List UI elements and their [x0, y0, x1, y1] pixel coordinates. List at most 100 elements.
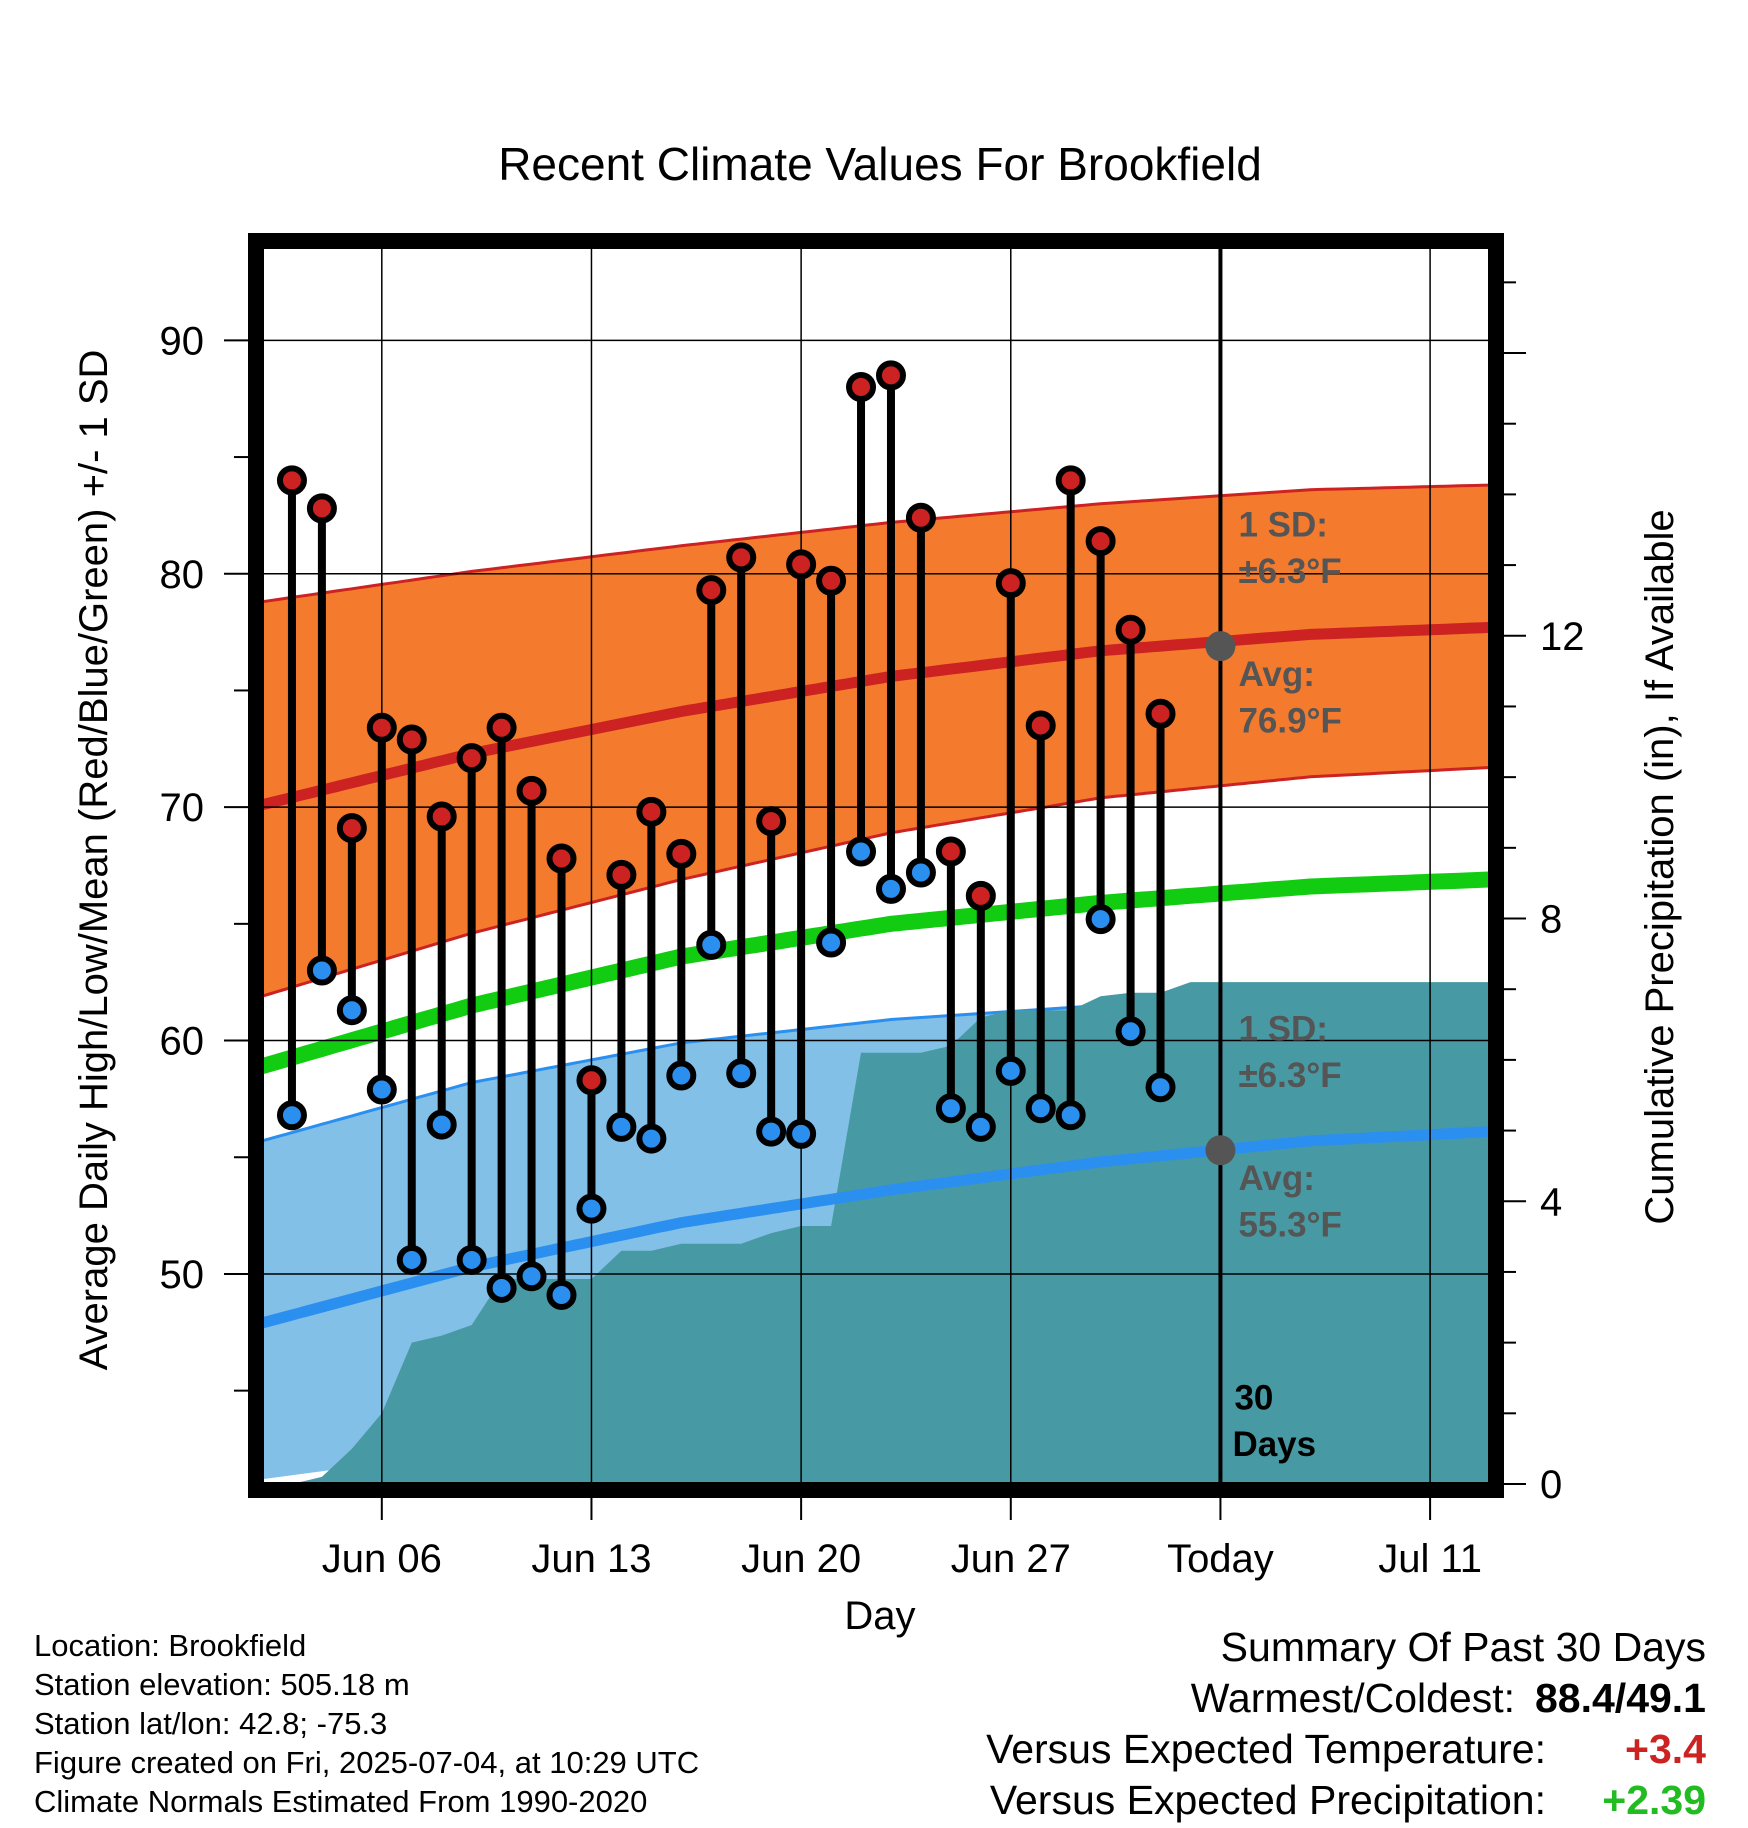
x-tick-label: Jun 20 [741, 1537, 861, 1581]
daily-low-point [786, 1118, 817, 1149]
period-label-number: 30 [1234, 1378, 1273, 1417]
daily-low-point [726, 1058, 757, 1089]
summary-panel: Summary Of Past 30 Days Warmest/Coldest:… [986, 1622, 1706, 1826]
y-left-tick-label: 90 [160, 319, 205, 363]
normal-mean-line [262, 871, 1490, 1074]
plot-interior [262, 247, 1490, 1484]
precipitation-area [262, 982, 1490, 1484]
plot-frame [248, 233, 1504, 1498]
daily-high-point [426, 801, 457, 832]
daily-low-point [696, 929, 727, 960]
daily-low-point [426, 1109, 457, 1140]
daily-low-point [846, 836, 877, 867]
daily-high-point [576, 1065, 607, 1096]
daily-low-point [606, 1111, 637, 1142]
daily-high-point [336, 813, 367, 844]
daily-high-point [786, 549, 817, 580]
daily-low-point [366, 1074, 397, 1105]
x-tick-label: Jul 11 [1378, 1537, 1482, 1581]
daily-high-point [995, 568, 1026, 599]
today-low-avg-marker [1205, 1135, 1236, 1166]
daily-low-point [546, 1279, 577, 1310]
x-tick-label: Jun 13 [531, 1537, 651, 1581]
temperature-departure-row: Versus Expected Temperature: +3.4 [986, 1724, 1706, 1775]
daily-high-point [1115, 614, 1146, 645]
temperature-departure-label: Versus Expected Temperature: [986, 1726, 1546, 1772]
daily-low-point [306, 955, 337, 986]
daily-high-point [366, 712, 397, 743]
daily-low-point [636, 1123, 667, 1154]
warmest-coldest-value: 88.4/49.1 [1535, 1675, 1706, 1721]
y-right-tick-label: 12 [1540, 615, 1585, 659]
x-tick-label: Jun 27 [951, 1537, 1071, 1581]
daily-low-point [396, 1244, 427, 1275]
daily-high-point [1145, 698, 1176, 729]
normals-text: Climate Normals Estimated From 1990-2020 [34, 1784, 648, 1819]
y-right-tick-label: 0 [1540, 1463, 1562, 1507]
daily-low-point [1085, 904, 1116, 935]
y-left-tick-label: 80 [160, 553, 205, 597]
daily-low-point [965, 1111, 996, 1142]
latlon-text: Station lat/lon: 42.8; -75.3 [34, 1706, 388, 1741]
daily-low-point [1055, 1100, 1086, 1131]
y-left-tick-label: 70 [160, 786, 205, 830]
daily-high-point [396, 724, 427, 755]
low-sd-value: ±6.3°F [1238, 1056, 1341, 1095]
daily-high-point [306, 493, 337, 524]
x-tick-label: Today [1167, 1537, 1274, 1581]
daily-low-point [995, 1055, 1026, 1086]
plot-area: 1 SD: ±6.3°F Avg: 76.9°F 1 SD: ±6.3°F Avg: 55.3… [160, 233, 1585, 1581]
warmest-coldest-row: Warmest/Coldest: 88.4/49.1 [986, 1673, 1706, 1724]
daily-low-point [816, 927, 847, 958]
y-right-tick-label: 8 [1540, 898, 1562, 942]
daily-high-point [1055, 465, 1086, 496]
daily-high-point [935, 836, 966, 867]
daily-low-point [456, 1244, 487, 1275]
daily-high-point [726, 542, 757, 573]
high-avg-value: 76.9°F [1238, 701, 1342, 740]
daily-high-point [1085, 526, 1116, 557]
daily-low-point [516, 1261, 547, 1292]
daily-low-point [905, 857, 936, 888]
low-sd-label: 1 SD: [1238, 1010, 1327, 1049]
y-left-tick-label: 50 [160, 1253, 205, 1297]
daily-low-point [276, 1100, 307, 1131]
daily-high-point [875, 360, 906, 391]
daily-low-point [486, 1272, 517, 1303]
y-axis-left-label: Average Daily High/Low/Mean (Red/Blue/Gr… [72, 350, 116, 1371]
daily-low-point [666, 1060, 697, 1091]
y-axis-right-label: Cumulative Precipitation (in), If Availa… [1638, 509, 1682, 1224]
daily-low-point [875, 873, 906, 904]
precipitation-departure-row: Versus Expected Precipitation: +2.39 [986, 1775, 1706, 1826]
y-left-tick-label: 60 [160, 1020, 205, 1064]
high-sd-label: 1 SD: [1238, 505, 1327, 544]
daily-low-point [1145, 1072, 1176, 1103]
elevation-text: Station elevation: 505.18 m [34, 1667, 410, 1702]
y-right-tick-label: 4 [1540, 1180, 1562, 1224]
high-band-lower-edge [262, 766, 1490, 998]
created-text: Figure created on Fri, 2025-07-04, at 10… [34, 1745, 700, 1780]
daily-high-point [546, 843, 577, 874]
daily-high-point [636, 796, 667, 827]
daily-high-point [276, 465, 307, 496]
summary-title: Summary Of Past 30 Days [1220, 1624, 1706, 1670]
high-sd-value: ±6.3°F [1238, 552, 1341, 591]
daily-high-point [905, 502, 936, 533]
daily-low-point [935, 1093, 966, 1124]
daily-high-point [965, 880, 996, 911]
chart-title: Recent Climate Values For Brookfield [498, 138, 1262, 190]
daily-high-point [1025, 710, 1056, 741]
precipitation-departure-value: +2.39 [1602, 1777, 1706, 1823]
daily-high-point [456, 743, 487, 774]
high-band-upper-edge [262, 483, 1490, 604]
period-label-days: Days [1232, 1425, 1316, 1464]
low-avg-value: 55.3°F [1238, 1206, 1342, 1245]
daily-low-point [1115, 1016, 1146, 1047]
daily-high-point [756, 806, 787, 837]
daily-high-point [516, 775, 547, 806]
daily-high-point [846, 372, 877, 403]
daily-high-point [696, 575, 727, 606]
daily-low-point [756, 1116, 787, 1147]
daily-high-point [816, 565, 847, 596]
